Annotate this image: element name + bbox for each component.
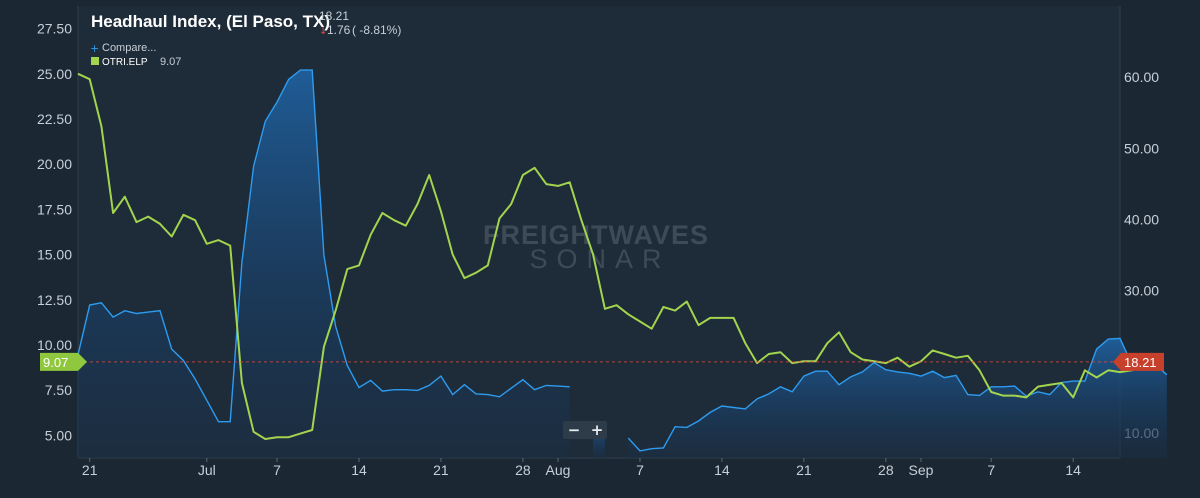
x-tick-label: 21	[796, 462, 812, 478]
x-tick-label: 7	[987, 462, 995, 478]
left-value-badge: 9.07	[40, 352, 87, 371]
left-tick-label: 25.00	[37, 66, 72, 82]
x-tick-label: 28	[878, 462, 894, 478]
legend-swatch-otri	[91, 57, 99, 65]
x-tick-label: 28	[515, 462, 531, 478]
headhaul-area	[78, 70, 570, 458]
left-tick-label: 27.50	[37, 21, 72, 37]
right-tick-label: 60.00	[1124, 69, 1159, 85]
chart-header: Headhaul Index, (El Paso, TX) 18.21 ↓ 1.…	[91, 9, 401, 37]
x-tick-label: 14	[1065, 462, 1081, 478]
legend: + Compare... OTRI.ELP 9.07	[90, 42, 181, 68]
headhaul-line	[627, 337, 1168, 452]
header-change-pct: ( -8.81%)	[352, 23, 401, 37]
right-tick-label: 40.00	[1124, 212, 1159, 228]
plus-icon: +	[90, 42, 99, 55]
legend-series-label: OTRI.ELP	[102, 57, 148, 68]
zoom-out-button[interactable]: −	[568, 421, 581, 439]
right-badge-shape	[1113, 352, 1164, 371]
zoom-controls-bg	[563, 421, 607, 439]
left-tick-label: 15.00	[37, 247, 72, 263]
right-tick-label: 50.00	[1124, 140, 1159, 156]
otri-line	[77, 72, 1156, 440]
left-badge-shape	[40, 352, 87, 371]
down-arrow-icon: ↓	[319, 26, 327, 37]
left-axis-ticks: 5.00 7.50 10.00 12.50 15.00 17.50 20.00 22.50 25…	[37, 21, 72, 444]
right-value-badge: 18.21	[1113, 352, 1164, 371]
x-tick-label: 7	[273, 462, 281, 478]
legend-otri: OTRI.ELP 9.07	[91, 56, 181, 68]
zoom-in-button[interactable]: +	[591, 421, 604, 439]
watermark-line1: FREIGHTWAVES	[483, 220, 709, 250]
legend-compare[interactable]: + Compare...	[90, 42, 156, 55]
left-tick-label: 12.50	[37, 292, 72, 308]
left-tick-label: 7.50	[45, 382, 72, 398]
x-tick-label: 14	[351, 462, 367, 478]
x-tick-label: 21	[433, 462, 449, 478]
header-change: 1.76	[327, 23, 351, 37]
x-tick-label: 14	[714, 462, 730, 478]
zoom-controls: − +	[563, 421, 607, 439]
right-badge-label: 18.21	[1124, 355, 1157, 370]
right-tick-label: 30.00	[1124, 283, 1159, 299]
x-tick-label: Aug	[546, 462, 571, 478]
x-axis-ticks: 21 Jul 7 14 21 28 Aug 7 14 21 28 Sep 7 14	[82, 458, 1081, 478]
x-tick-label: Jul	[198, 462, 216, 478]
left-tick-label: 17.50	[37, 201, 72, 217]
x-tick-label: 21	[82, 462, 98, 478]
left-tick-label: 20.00	[37, 156, 72, 172]
headhaul-line	[77, 69, 570, 423]
header-value: 18.21	[319, 9, 349, 23]
legend-compare-label: Compare...	[102, 42, 156, 54]
left-badge-label: 9.07	[43, 355, 68, 370]
x-tick-label: Sep	[909, 462, 934, 478]
watermark-line2: SONAR	[529, 244, 670, 274]
left-tick-label: 10.00	[37, 337, 72, 353]
chart-title: Headhaul Index, (El Paso, TX)	[91, 12, 330, 31]
left-tick-label: 5.00	[45, 427, 72, 443]
x-tick-label: 7	[636, 462, 644, 478]
left-tick-label: 22.50	[37, 111, 72, 127]
legend-series-value: 9.07	[160, 56, 181, 68]
headhaul-area	[628, 338, 1167, 458]
otri-line-layer	[77, 72, 1156, 440]
